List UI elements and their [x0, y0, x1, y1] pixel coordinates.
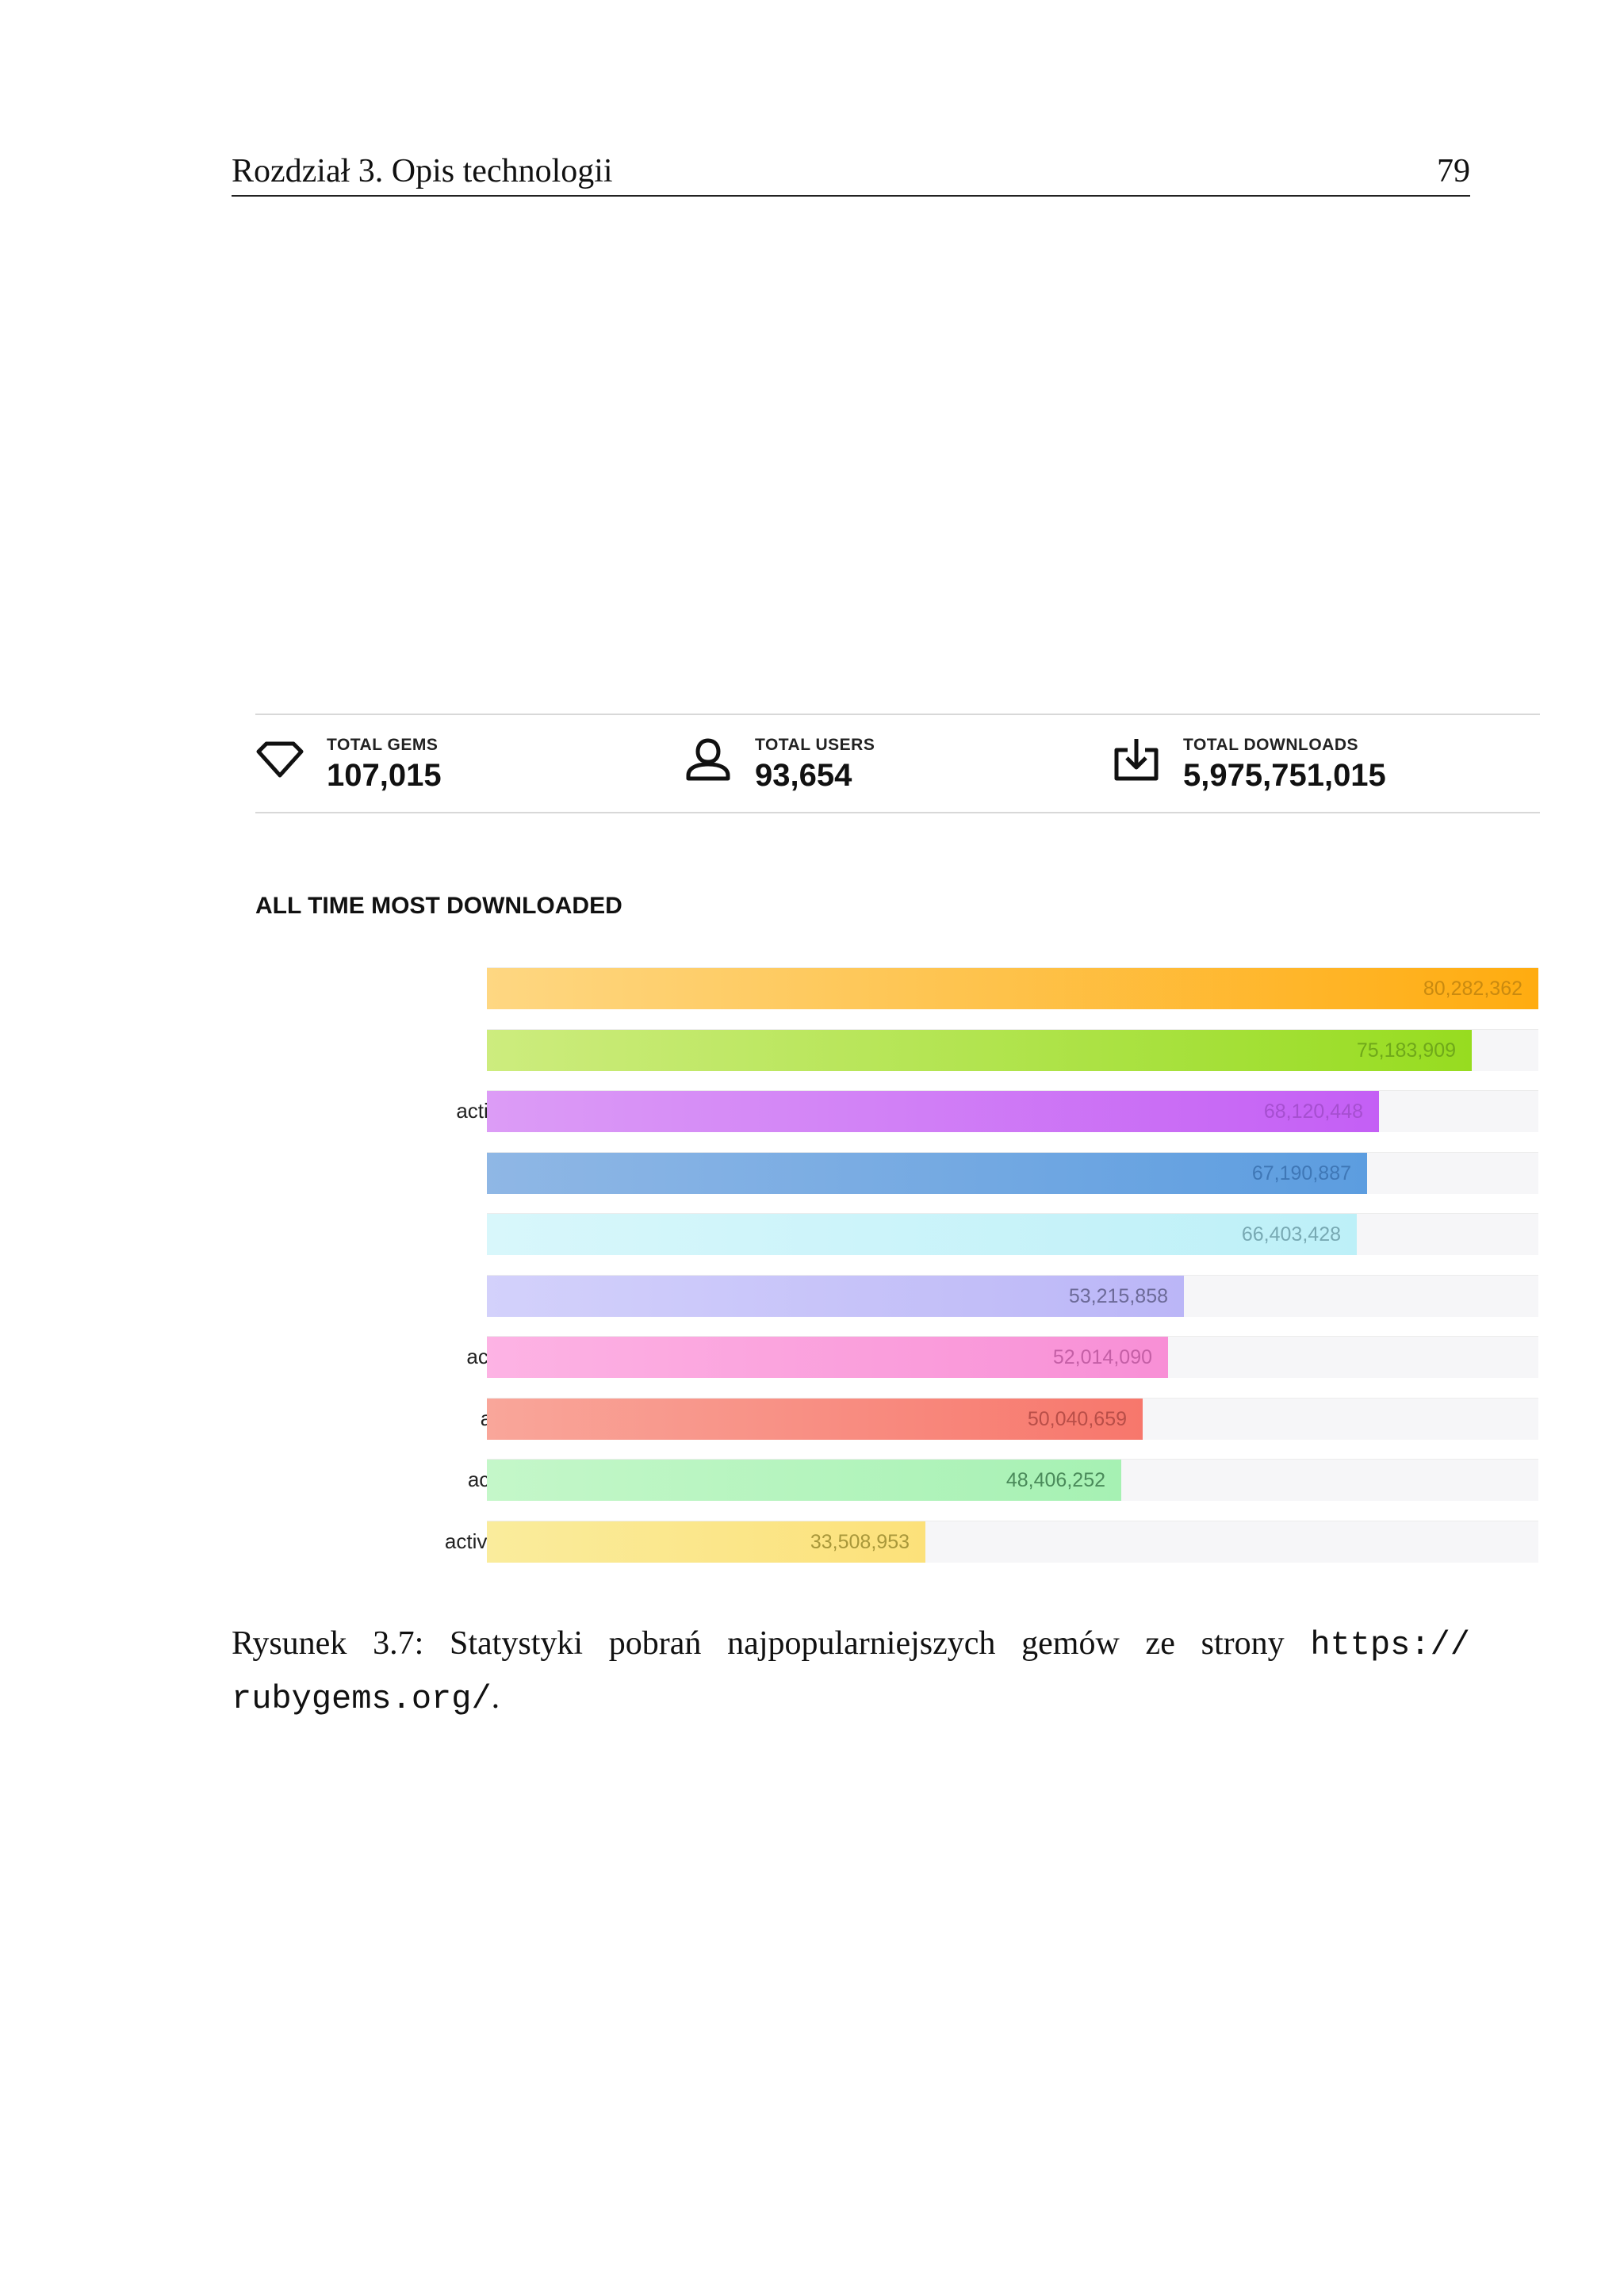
bar-track: 66,403,428: [487, 1213, 1538, 1255]
bar-track: 48,406,252: [487, 1459, 1538, 1501]
bar: [487, 1275, 1184, 1317]
figure-caption: Rysunek 3.7: Statystyki pobrań najpopula…: [232, 1617, 1470, 1725]
stat-value: 107,015: [327, 758, 442, 793]
bar: [487, 1214, 1357, 1255]
bar-track: 50,040,659: [487, 1397, 1538, 1440]
caption-url-part2: rubygems.org/: [232, 1680, 492, 1718]
caption-text: Rysunek 3.7: Statystyki pobrań najpopula…: [232, 1625, 1311, 1662]
bar-track: 52,014,090: [487, 1336, 1538, 1378]
stat-value: 5,975,751,015: [1183, 758, 1386, 793]
stat-label: TOTAL GEMS: [327, 736, 439, 754]
bar: [487, 1091, 1379, 1132]
bar-value-label: 67,190,887: [1251, 1161, 1351, 1184]
bar-row-actionpack: actionpack50,040,659: [232, 1397, 1624, 1440]
user-icon: [684, 736, 733, 785]
bar-row-actionmailer: actionmailer48,406,252: [232, 1459, 1624, 1501]
stats-bar: TOTAL GEMS 107,015 TOTAL USERS 93,654: [255, 714, 1540, 813]
bar-row-json: json67,190,887: [232, 1151, 1624, 1194]
bar: [487, 1460, 1121, 1501]
caption-end: .: [491, 1679, 500, 1716]
bar-row-rails: rails53,215,858: [232, 1274, 1624, 1317]
bar-row-thor: thor66,403,428: [232, 1213, 1624, 1255]
bar-track: 80,282,362: [487, 967, 1538, 1009]
gem-icon: [255, 736, 304, 785]
bar-value-label: 66,403,428: [1241, 1223, 1341, 1246]
bar-row-rake: rake80,282,362: [232, 967, 1624, 1009]
chapter-title: Rozdział 3. Opis technologii: [232, 153, 613, 189]
bar-value-label: 80,282,362: [1423, 978, 1522, 1000]
bar-row-activeresource: activeresource33,508,953: [232, 1520, 1624, 1563]
downloads-bar-chart: rake80,282,362 rack75,183,909 activesuppor…: [232, 967, 1624, 1586]
stat-label: TOTAL DOWNLOADS: [1183, 736, 1358, 754]
bar: [487, 1029, 1472, 1071]
bar-value-label: 53,215,858: [1068, 1284, 1168, 1307]
running-head: Rozdział 3. Opis technologii 79: [232, 147, 1470, 197]
bar-track: 68,120,448: [487, 1090, 1538, 1132]
bar: [487, 968, 1538, 1009]
bar-value-label: 68,120,448: [1263, 1100, 1363, 1123]
download-icon: [1112, 736, 1161, 785]
bar-row-activerecord: activerecord52,014,090: [232, 1336, 1624, 1378]
bar-value-label: 52,014,090: [1052, 1346, 1152, 1368]
bar-value-label: 75,183,909: [1356, 1039, 1456, 1062]
bar: [487, 1398, 1143, 1440]
bar-value-label: 48,406,252: [1005, 1469, 1105, 1491]
bar: [487, 1337, 1168, 1378]
section-title: ALL TIME MOST DOWNLOADED: [255, 893, 622, 919]
caption-url-part1: https://: [1310, 1626, 1470, 1664]
page-number: 79: [1437, 153, 1470, 189]
bar-row-activesupport: activesupport68,120,448: [232, 1090, 1624, 1132]
bar-value-label: 50,040,659: [1027, 1407, 1127, 1430]
bar: [487, 1152, 1367, 1194]
bar-row-rack: rack75,183,909: [232, 1028, 1624, 1071]
bar-track: 67,190,887: [487, 1151, 1538, 1194]
bar-track: 75,183,909: [487, 1028, 1538, 1071]
bar: [487, 1521, 925, 1563]
bar-value-label: 33,508,953: [810, 1530, 910, 1553]
stat-value: 93,654: [755, 758, 852, 793]
rubygems-screenshot: TOTAL GEMS 107,015 TOTAL USERS 93,654: [232, 698, 1624, 1617]
caption-line-2: rubygems.org/.: [232, 1671, 1470, 1725]
stat-label: TOTAL USERS: [755, 736, 875, 754]
bar-track: 33,508,953: [487, 1520, 1538, 1563]
bar-track: 53,215,858: [487, 1274, 1538, 1317]
